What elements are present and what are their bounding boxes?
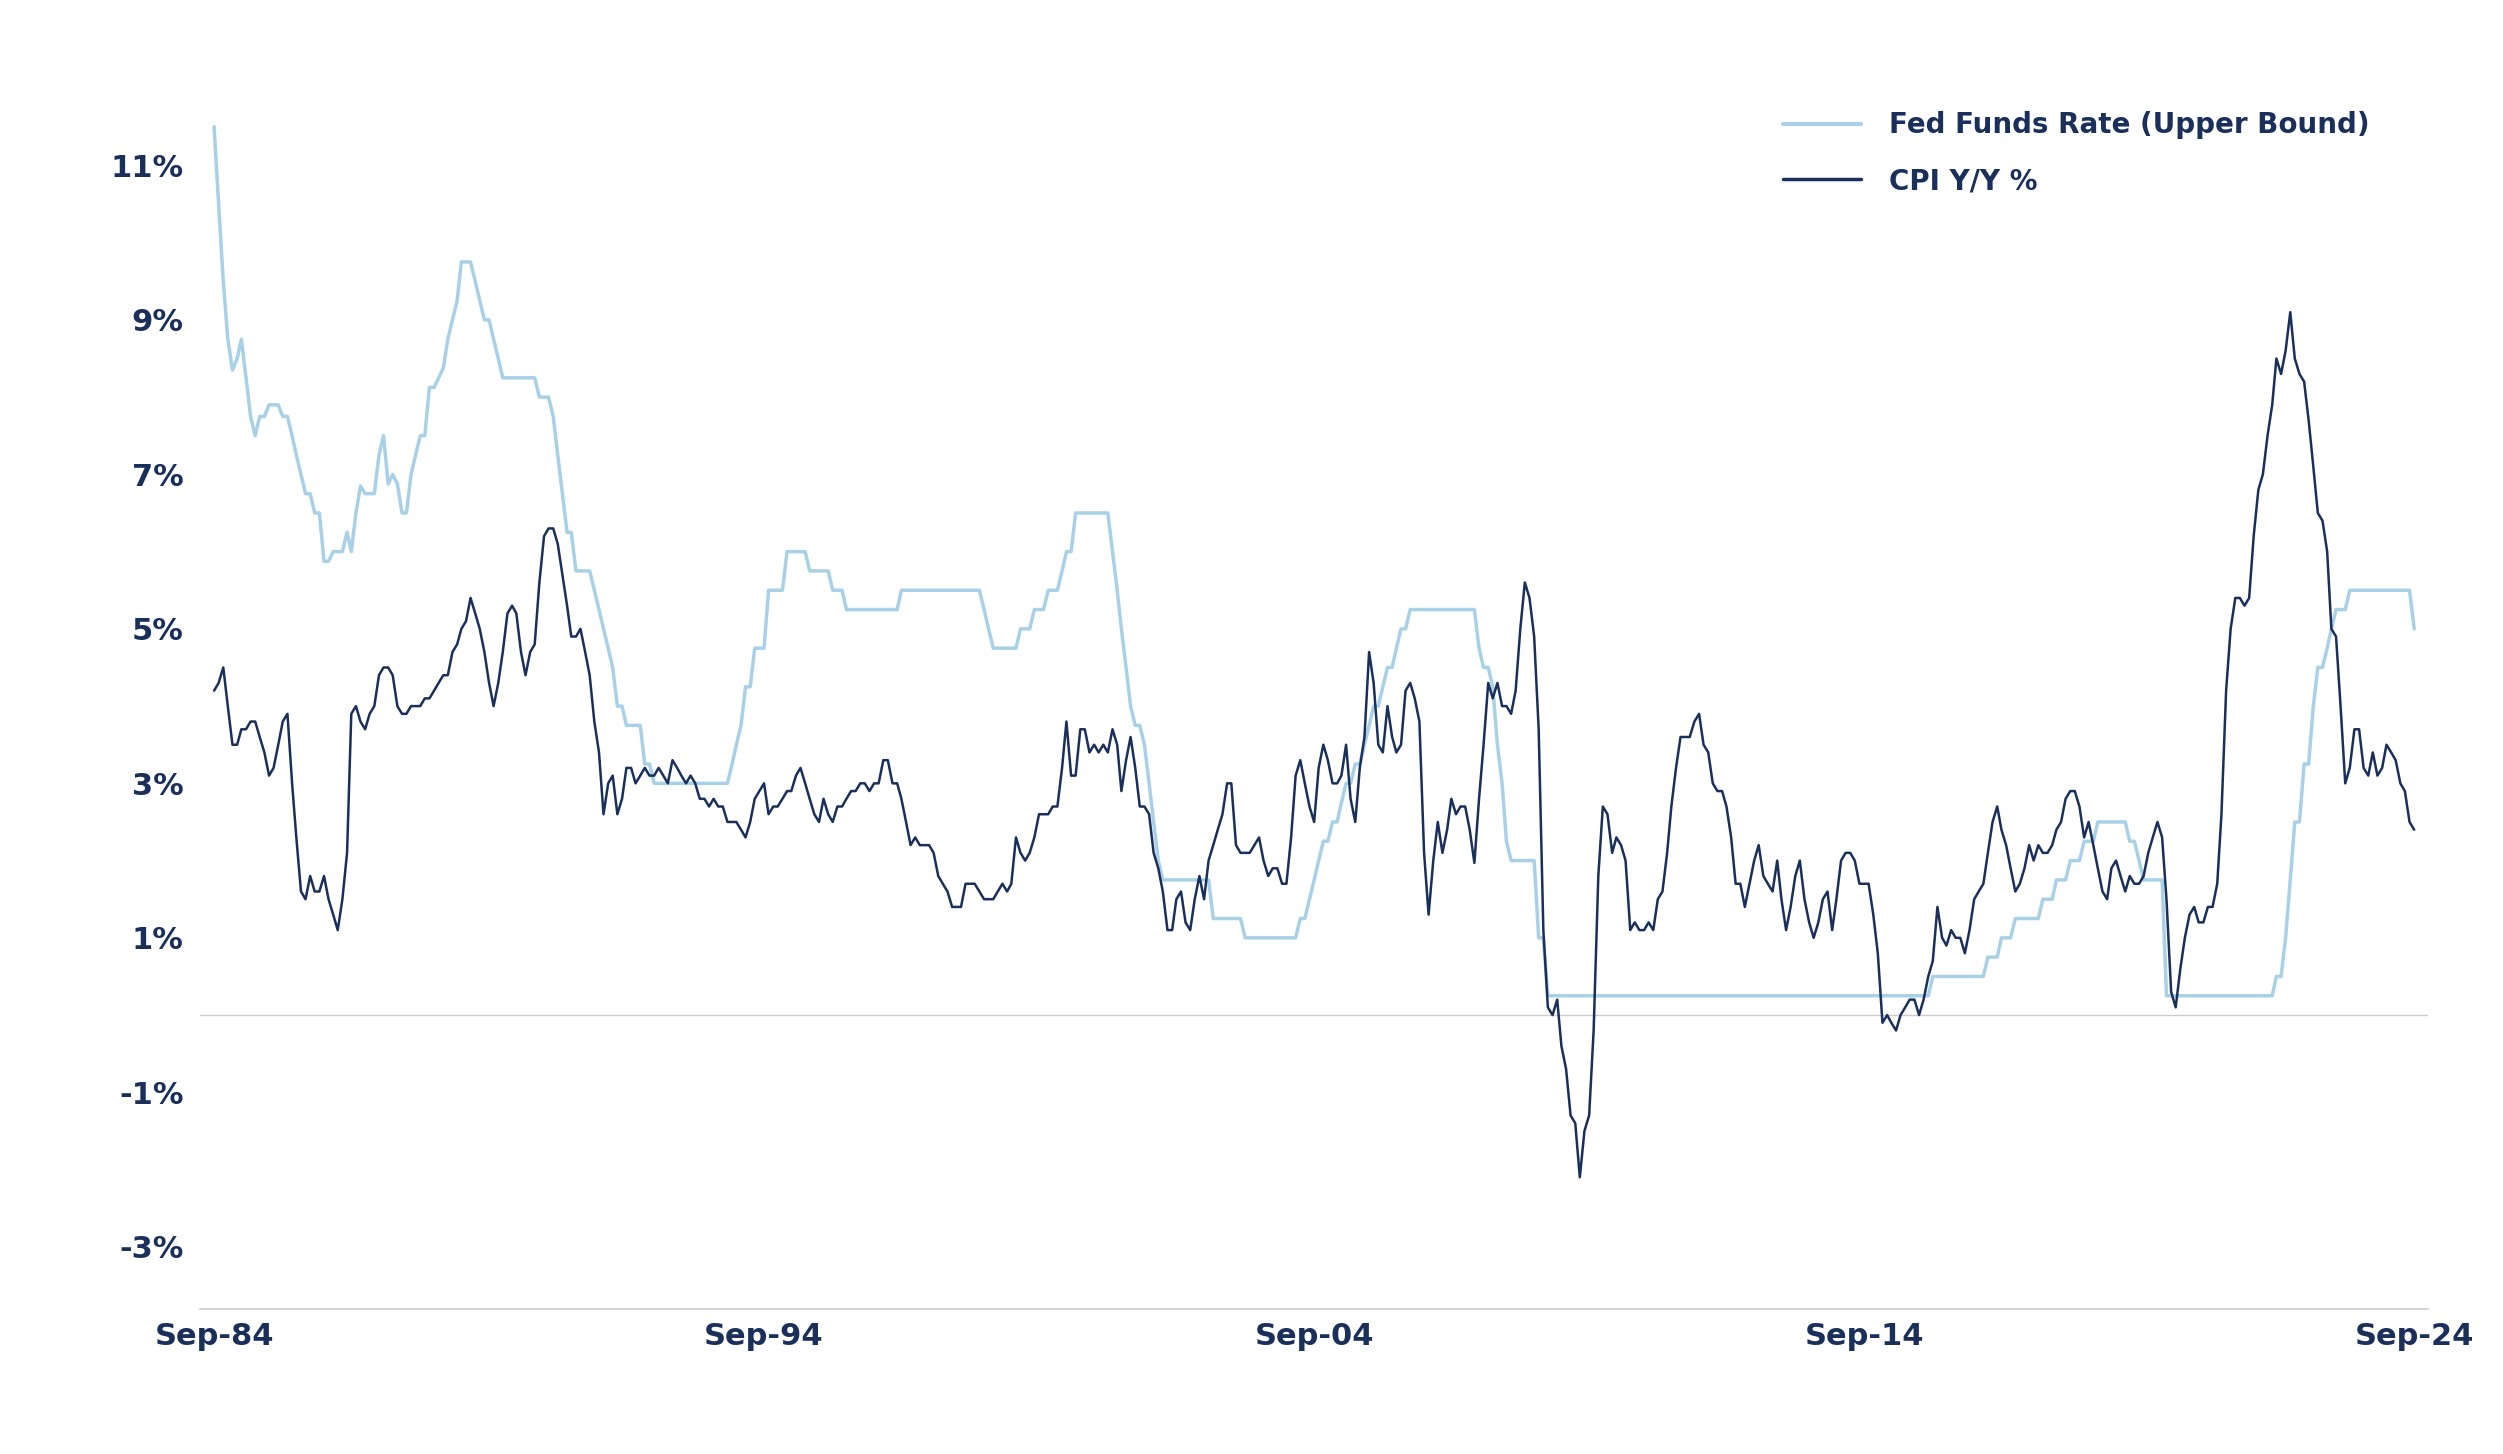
Line: CPI Y/Y %: CPI Y/Y % — [215, 313, 2415, 1178]
Legend: Fed Funds Rate (Upper Bound), CPI Y/Y %: Fed Funds Rate (Upper Bound), CPI Y/Y % — [1782, 112, 2370, 195]
Line: Fed Funds Rate (Upper Bound): Fed Funds Rate (Upper Bound) — [215, 126, 2415, 996]
